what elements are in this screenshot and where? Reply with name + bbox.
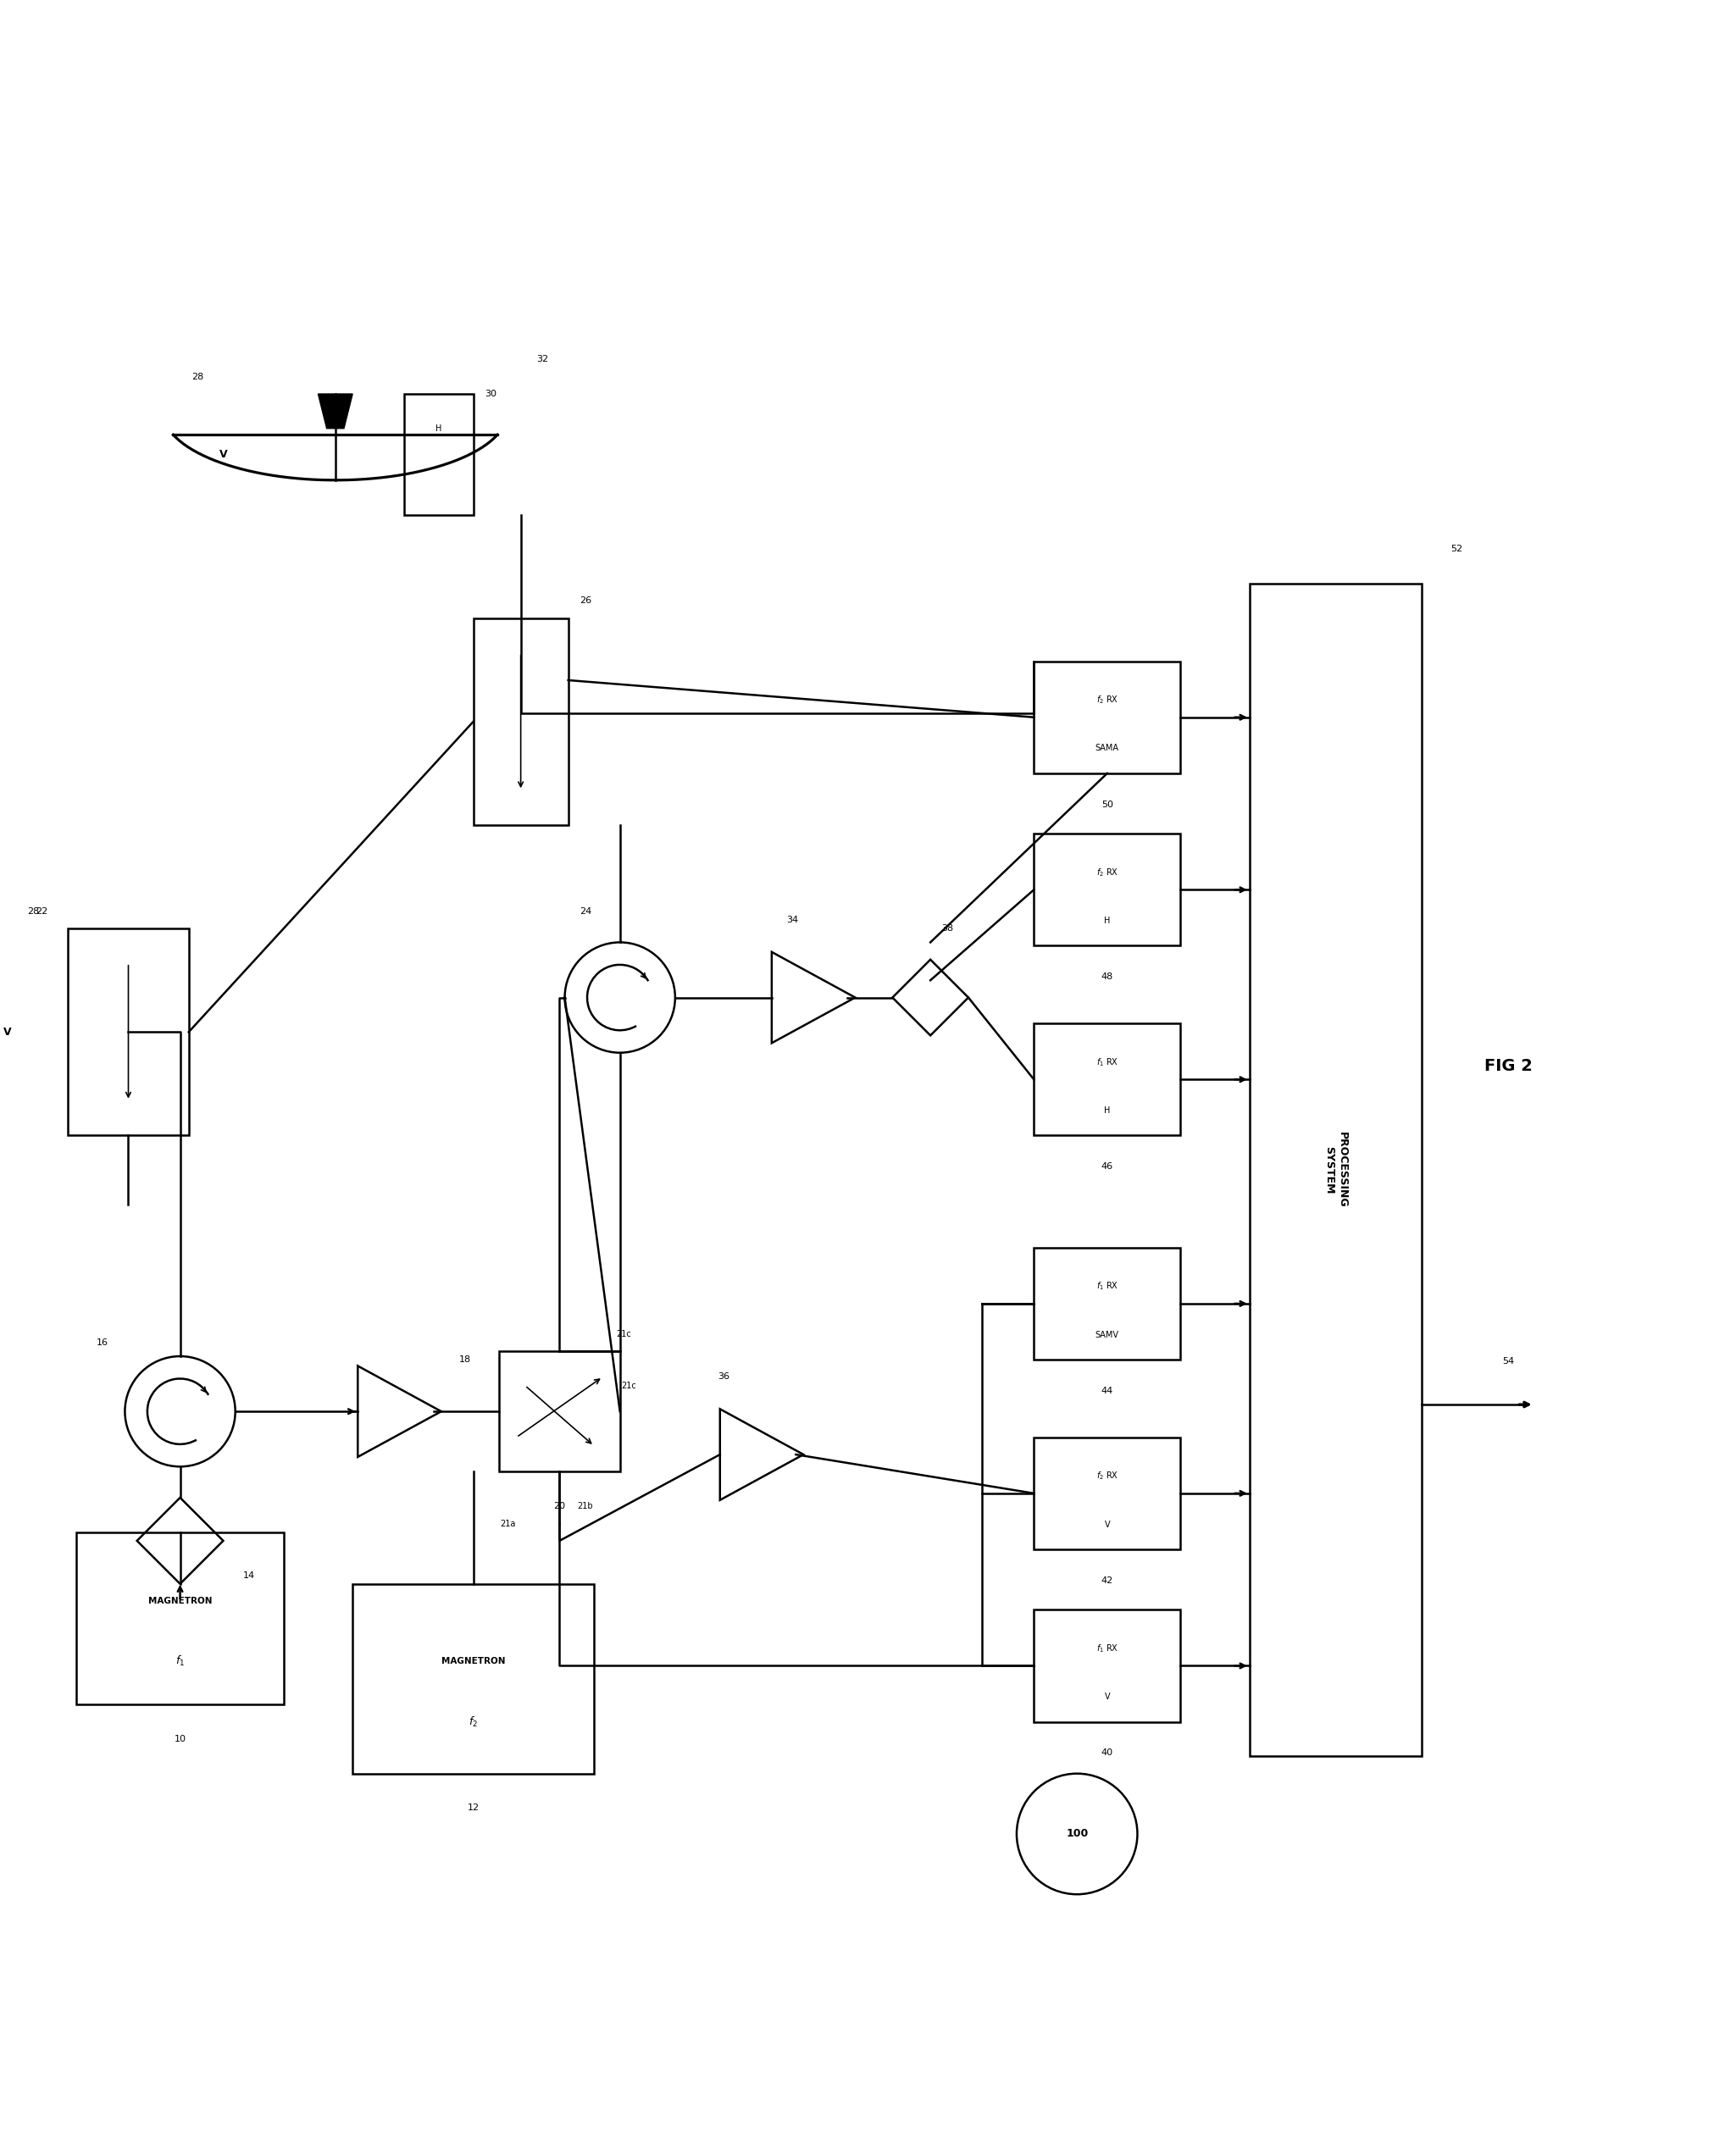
FancyBboxPatch shape — [1035, 1024, 1180, 1135]
Text: 38: 38 — [941, 924, 953, 932]
Text: $f_2$ RX: $f_2$ RX — [1095, 693, 1118, 706]
FancyBboxPatch shape — [500, 1350, 620, 1472]
Text: V: V — [1104, 1694, 1109, 1700]
Text: $f_2$ RX: $f_2$ RX — [1095, 866, 1118, 879]
Text: 34: 34 — [786, 915, 799, 924]
FancyBboxPatch shape — [1035, 1610, 1180, 1721]
Text: $f_1$ RX: $f_1$ RX — [1095, 1056, 1118, 1069]
FancyBboxPatch shape — [1035, 661, 1180, 774]
Text: 100: 100 — [1066, 1828, 1088, 1839]
FancyBboxPatch shape — [1250, 584, 1422, 1755]
Text: 21b: 21b — [578, 1502, 594, 1510]
FancyBboxPatch shape — [404, 395, 474, 514]
FancyBboxPatch shape — [1035, 1438, 1180, 1549]
Text: 21c: 21c — [616, 1329, 630, 1337]
Text: 12: 12 — [467, 1805, 479, 1813]
Text: 46: 46 — [1101, 1162, 1113, 1171]
Text: SAMV: SAMV — [1095, 1331, 1120, 1340]
Text: 20: 20 — [554, 1502, 566, 1510]
Text: V: V — [219, 448, 227, 461]
Text: H: H — [1104, 1107, 1111, 1116]
FancyBboxPatch shape — [76, 1531, 283, 1704]
FancyBboxPatch shape — [474, 619, 568, 825]
Text: 54: 54 — [1502, 1357, 1514, 1365]
FancyBboxPatch shape — [1035, 1248, 1180, 1359]
Text: MAGNETRON: MAGNETRON — [148, 1598, 212, 1606]
Text: 21a: 21a — [500, 1519, 516, 1527]
Text: 28: 28 — [28, 907, 40, 915]
Text: 50: 50 — [1101, 800, 1113, 808]
Text: 24: 24 — [580, 907, 592, 915]
Text: 22: 22 — [36, 907, 49, 915]
FancyBboxPatch shape — [1035, 834, 1180, 945]
Text: 44: 44 — [1101, 1386, 1113, 1395]
Text: 16: 16 — [97, 1337, 108, 1346]
FancyBboxPatch shape — [352, 1585, 594, 1773]
Text: $f_1$ RX: $f_1$ RX — [1095, 1642, 1118, 1655]
Text: 14: 14 — [243, 1572, 255, 1578]
Text: 21c: 21c — [621, 1382, 635, 1391]
Text: 18: 18 — [458, 1354, 470, 1363]
Text: 52: 52 — [1451, 544, 1462, 552]
Text: 10: 10 — [174, 1734, 186, 1743]
Text: $f_2$ RX: $f_2$ RX — [1095, 1470, 1118, 1482]
Polygon shape — [318, 395, 352, 429]
Text: V: V — [3, 1026, 12, 1037]
Text: 42: 42 — [1101, 1576, 1113, 1585]
Text: PROCESSING
SYSTEM: PROCESSING SYSTEM — [1325, 1133, 1347, 1207]
Text: MAGNETRON: MAGNETRON — [441, 1657, 505, 1666]
Text: 30: 30 — [484, 390, 496, 399]
FancyBboxPatch shape — [68, 928, 189, 1135]
Text: $f_2$: $f_2$ — [469, 1715, 477, 1728]
Text: 26: 26 — [580, 597, 592, 606]
Text: 40: 40 — [1101, 1749, 1113, 1758]
Text: $f_1$ RX: $f_1$ RX — [1095, 1280, 1118, 1293]
Text: 36: 36 — [717, 1374, 729, 1382]
Text: 48: 48 — [1101, 973, 1113, 981]
Text: 28: 28 — [191, 373, 203, 382]
Text: 32: 32 — [536, 356, 549, 363]
Text: H: H — [1104, 917, 1111, 926]
Text: $f_1$: $f_1$ — [175, 1655, 184, 1668]
Text: FIG 2: FIG 2 — [1484, 1058, 1533, 1075]
Text: V: V — [1104, 1521, 1109, 1529]
Text: H: H — [436, 424, 443, 433]
Text: SAMA: SAMA — [1095, 744, 1120, 753]
